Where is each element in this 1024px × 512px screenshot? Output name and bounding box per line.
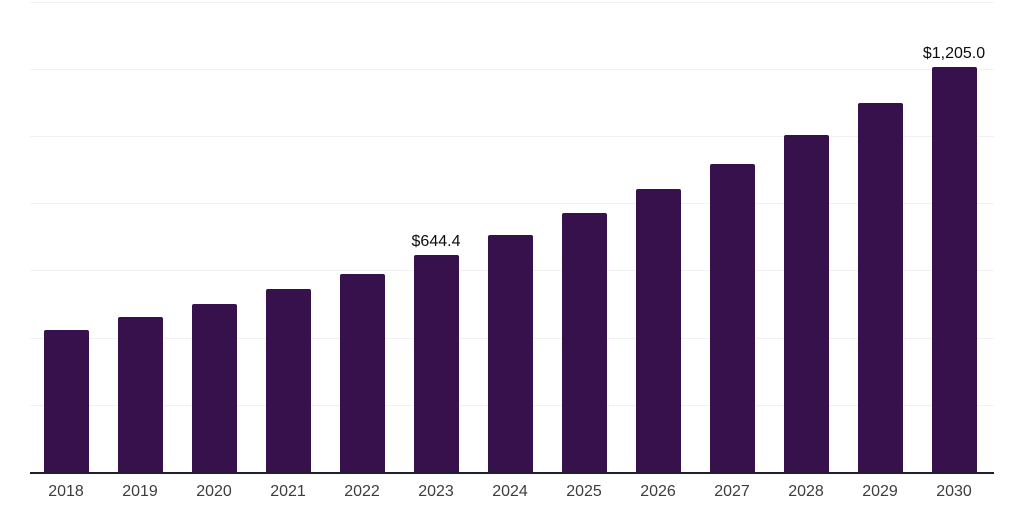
x-tick-label-2028: 2028 [788,483,824,500]
gridline-1000 [30,136,994,137]
bar-2022 [339,273,385,472]
gridline-800 [30,203,994,204]
bar-2027 [709,163,755,472]
bar-2019 [117,317,163,472]
x-tick-label-2018: 2018 [48,483,84,500]
x-axis-line [30,472,994,474]
bar-2020 [191,303,237,472]
x-tick-label-2029: 2029 [862,483,898,500]
gridline-1200 [30,69,994,70]
x-tick-label-2019: 2019 [122,483,158,500]
x-tick-label-2026: 2026 [640,483,676,500]
x-tick-label-2025: 2025 [566,483,602,500]
x-tick-label-2027: 2027 [714,483,750,500]
gridline-1400 [30,2,994,3]
x-tick-label-2023: 2023 [418,483,454,500]
x-tick-label-2030: 2030 [936,483,972,500]
bar-2030 [931,67,977,472]
value-label-2023: $644.4 [411,233,461,251]
x-tick-label-2020: 2020 [196,483,232,500]
x-tick-label-2022: 2022 [344,483,380,500]
bar-2028 [783,134,829,472]
x-tick-label-2021: 2021 [270,483,306,500]
bar-2018 [43,330,89,472]
bar-2024 [487,234,533,472]
bar-2025 [561,213,607,472]
x-tick-label-2024: 2024 [492,483,528,500]
bar-2029 [857,103,903,472]
bar-2026 [635,189,681,472]
bar-2021 [265,288,311,472]
bar-2023 [413,255,459,472]
value-label-2030: $1,205.0 [922,45,986,63]
